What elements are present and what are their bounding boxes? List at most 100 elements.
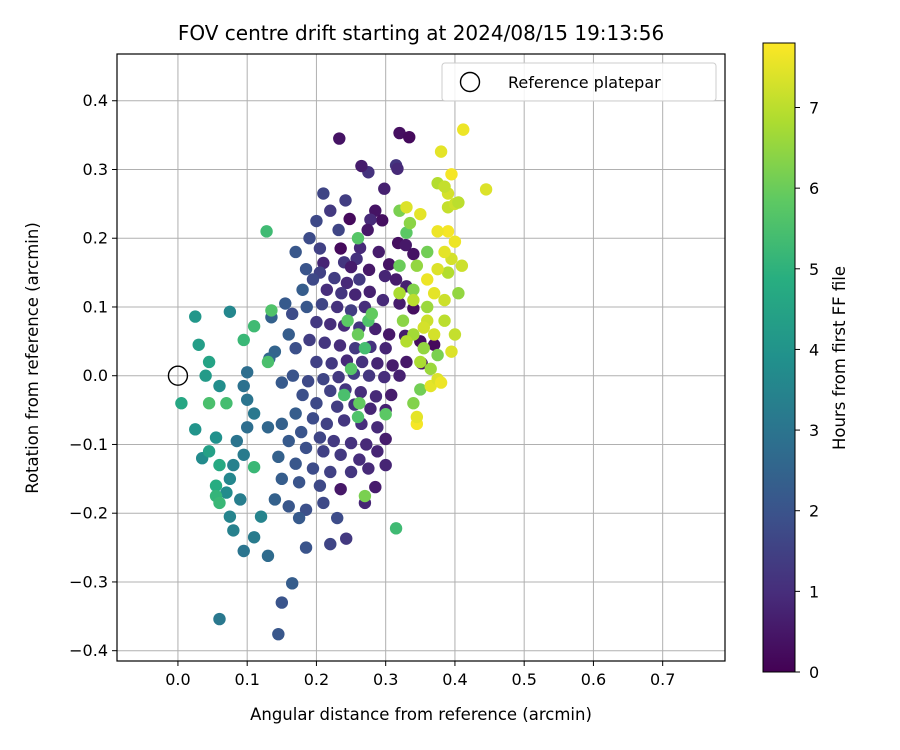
scatter-point: [310, 397, 323, 410]
y-axis-label: Rotation from reference (arcmin): [23, 222, 42, 494]
scatter-point: [295, 425, 308, 439]
scatter-point: [358, 489, 372, 503]
legend: Reference platepar: [441, 62, 717, 102]
scatter-point: [431, 262, 444, 276]
scatter-point: [313, 431, 327, 444]
scatter-point: [364, 402, 377, 415]
x-tick-label: 0.4: [442, 670, 467, 689]
scatter-point: [361, 223, 374, 237]
scatter-point: [301, 375, 315, 388]
colorbar-tick-label: 4: [809, 340, 819, 359]
scatter-point: [353, 273, 366, 286]
scatter-point: [334, 242, 347, 255]
scatter-point: [310, 355, 323, 369]
scatter-point: [362, 369, 376, 382]
scatter-point: [379, 342, 392, 355]
scatter-point: [310, 214, 323, 228]
scatter-point: [403, 130, 416, 144]
scatter-point: [364, 213, 377, 226]
colorbar-tick-label: 2: [809, 502, 819, 521]
scatter-point: [479, 183, 493, 196]
scatter-point: [202, 397, 216, 410]
y-tick-label: 0.0: [83, 366, 108, 385]
scatter-point: [331, 511, 344, 525]
scatter-point: [202, 355, 216, 369]
scatter-point: [334, 482, 347, 496]
scatter-point: [223, 472, 237, 486]
scatter-point: [213, 458, 226, 472]
scatter-point: [379, 408, 392, 421]
scatter-point: [358, 342, 372, 355]
scatter-point: [317, 372, 330, 386]
scatter-point: [306, 273, 320, 286]
scatter-point: [240, 366, 254, 379]
scatter-point: [344, 465, 358, 479]
scatter-point: [299, 262, 313, 276]
scatter-point: [230, 434, 243, 448]
y-axis-ticks: −0.4 −0.3 −0.2 −0.1 0.0 0.1 0.2 0.3 0.4: [69, 91, 117, 660]
scatter-point: [382, 258, 396, 271]
scatter-point: [414, 207, 427, 221]
x-axis-label: Angular distance from reference (arcmin): [250, 705, 592, 724]
colorbar-tick-label: 1: [809, 582, 819, 601]
scatter-point: [351, 410, 365, 424]
scatter-point: [351, 328, 365, 341]
scatter-point: [213, 379, 226, 393]
scatter-point: [386, 359, 399, 372]
scatter-point: [227, 524, 240, 537]
scatter-point: [213, 612, 226, 626]
scatter-point: [389, 273, 403, 286]
y-tick-label: −0.3: [69, 572, 108, 591]
scatter-point: [431, 348, 444, 362]
scatter-point: [303, 232, 316, 245]
x-tick-label: 0.3: [373, 670, 398, 689]
scatter-point: [344, 260, 358, 274]
scatter-point: [400, 335, 413, 348]
colorbar-gradient: [762, 42, 796, 673]
colorbar-tick-label: 3: [809, 421, 819, 440]
scatter-point: [175, 397, 188, 410]
scatter-point: [300, 300, 313, 314]
scatter-point: [445, 168, 458, 181]
scatter-point: [400, 201, 413, 214]
scatter-point: [391, 162, 404, 176]
scatter-point: [286, 369, 300, 382]
x-axis-ticks: 0.0 0.1 0.2 0.3 0.4 0.5 0.6 0.7: [165, 661, 675, 689]
scatter-point: [331, 300, 344, 314]
scatter-point: [247, 320, 261, 333]
legend-label-reference: Reference platepar: [508, 73, 661, 92]
scatter-point: [317, 187, 330, 200]
scatter-point: [247, 460, 261, 474]
scatter-point: [369, 390, 383, 403]
scatter-point: [337, 388, 351, 402]
scatter-point: [335, 287, 348, 300]
scatter-point: [407, 293, 420, 307]
scatter-points: [175, 123, 493, 641]
scatter-point: [410, 410, 424, 424]
scatter-point: [371, 357, 384, 370]
scatter-point: [421, 273, 434, 286]
colorbar-tick-label: 5: [809, 260, 819, 279]
scatter-point: [299, 541, 313, 554]
scatter-point: [260, 225, 273, 238]
scatter-point: [434, 376, 448, 389]
scatter-point: [282, 500, 295, 513]
scatter-point: [292, 476, 306, 489]
scatter-point: [362, 462, 375, 475]
scatter-point: [240, 421, 254, 434]
scatter-point: [202, 445, 216, 458]
scatter-point: [247, 531, 261, 544]
scatter-point: [427, 328, 441, 341]
scatter-point: [227, 458, 240, 472]
scatter-point: [317, 445, 330, 458]
scatter-point: [378, 370, 391, 384]
scatter-point: [265, 304, 278, 317]
scatter-point: [353, 397, 366, 410]
scatter-point: [285, 307, 299, 321]
y-tick-label: −0.2: [69, 504, 108, 523]
scatter-point: [328, 271, 341, 285]
grid-lines: [117, 54, 725, 661]
scatter-point: [339, 194, 352, 207]
scatter-point: [438, 314, 451, 327]
